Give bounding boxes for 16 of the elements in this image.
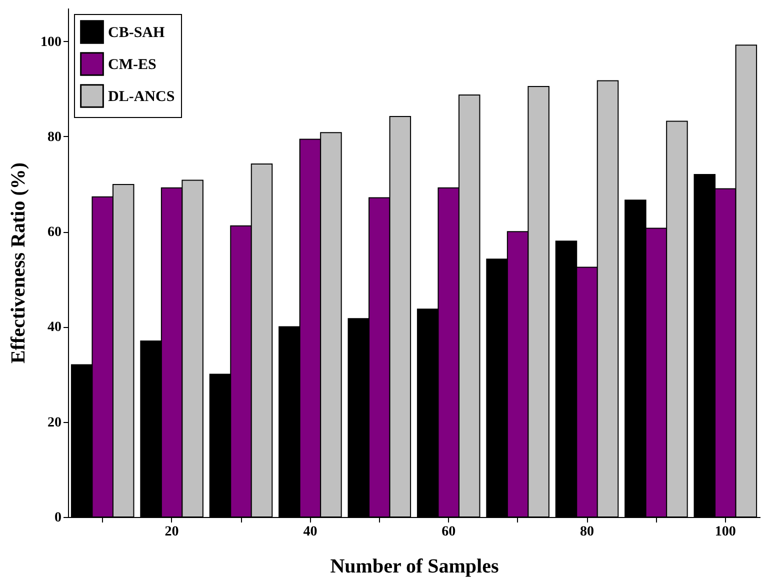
legend-label: CB-SAH (108, 25, 166, 41)
y-tick-label: 80 (48, 130, 62, 145)
y-tick-label: 40 (48, 320, 62, 336)
x-tick-label: 60 (442, 524, 456, 540)
y-tick-label: 60 (48, 225, 62, 240)
y-axis-title: Effectiveness Ratio (%) (8, 162, 30, 364)
x-tick-label: 40 (303, 524, 318, 540)
y-tick-label: 100 (40, 34, 62, 50)
x-tick-label: 20 (164, 524, 179, 540)
y-tick-label: 20 (48, 415, 62, 430)
legend-label: CM-ES (108, 57, 156, 73)
legend-label: DL-ANCS (108, 89, 175, 105)
y-tick-label: 0 (54, 510, 62, 526)
x-axis-title: Number of Samples (330, 556, 499, 578)
x-tick-label: 80 (580, 524, 594, 540)
x-tick-label: 100 (714, 524, 736, 540)
